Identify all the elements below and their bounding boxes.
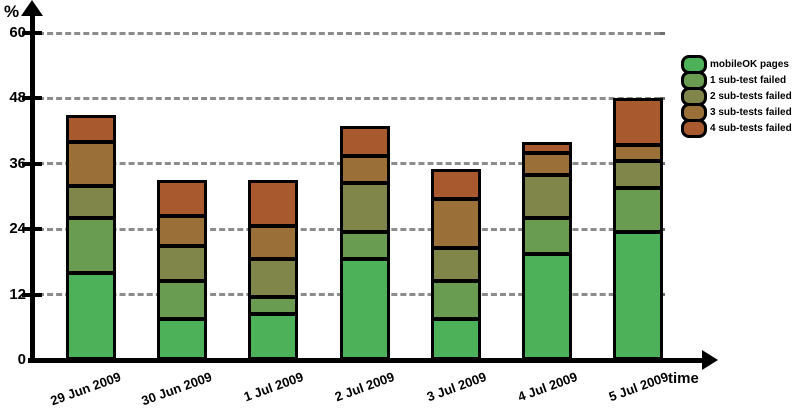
legend-item: mobileOK pages [681, 54, 792, 74]
legend-item: 1 sub-test failed [681, 70, 792, 90]
x-category-label: 2 Jul 2009 [333, 369, 397, 405]
x-category-label: 5 Jul 2009 [606, 369, 671, 405]
y-tick-label-24: 24 [9, 220, 26, 238]
bar-outline [430, 169, 481, 360]
x-axis-arrow-icon [702, 350, 718, 370]
y-axis-line [30, 8, 35, 363]
bar-segment [66, 272, 116, 360]
bar-outline [248, 180, 299, 360]
bar-segment [157, 180, 208, 216]
gridline-48 [38, 96, 660, 100]
y-tick-label-60: 60 [9, 24, 26, 41]
x-category-label: 1 Jul 2009 [241, 369, 306, 405]
gridline-60 [38, 31, 660, 35]
legend: mobileOK pages 1 sub-test failed 2 sub-tes… [681, 54, 792, 138]
legend-swatch [681, 118, 707, 138]
legend-item: 4 sub-tests failed [681, 118, 792, 138]
legend-item-label: mobileOK pages [710, 58, 789, 70]
bar-outline [613, 98, 664, 360]
x-category-label: 4 Jul 2009 [515, 369, 580, 405]
y-axis-arrow-icon [21, 0, 43, 16]
y-tick-label-12: 12 [9, 285, 26, 303]
x-category-label: 3 Jul 2009 [424, 369, 488, 405]
y-axis-label: % [4, 2, 20, 21]
x-category-label: 30 Jun 2009 [139, 369, 215, 408]
gridline-endcap-60 [660, 31, 665, 35]
bar-outline [157, 180, 208, 360]
legend-item: 3 sub-tests failed [681, 102, 792, 122]
x-axis-line [28, 358, 704, 363]
y-tick-label-0: 0 [17, 351, 26, 368]
x-axis-label: time [668, 370, 699, 387]
bar-outline [522, 142, 572, 360]
y-tick-label-36: 36 [9, 154, 26, 172]
bar-segment [339, 231, 390, 260]
legend-item-label: 4 sub-tests failed [710, 122, 792, 134]
legend-item-label: 2 sub-tests failed [710, 90, 792, 102]
y-tick-label-48: 48 [9, 89, 26, 107]
legend-item: 2 sub-tests failed [681, 86, 792, 106]
bar-outline [66, 114, 116, 360]
bar-outline [339, 125, 390, 360]
legend-item-label: 3 sub-tests failed [710, 106, 792, 118]
x-category-label: 29 Jun 2009 [48, 369, 124, 408]
legend-item-label: 1 sub-test failed [710, 74, 787, 86]
